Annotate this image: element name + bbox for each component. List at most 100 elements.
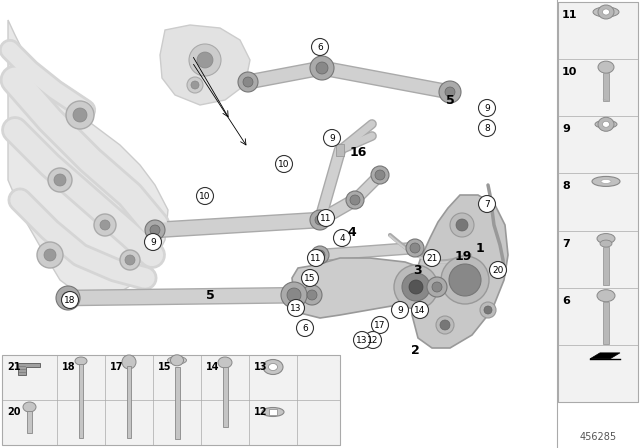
Ellipse shape <box>602 121 609 127</box>
Circle shape <box>436 316 454 334</box>
Circle shape <box>196 188 214 204</box>
Bar <box>2 355 340 445</box>
Circle shape <box>479 99 495 116</box>
Circle shape <box>307 250 324 267</box>
Circle shape <box>315 215 325 225</box>
Circle shape <box>317 210 335 227</box>
Text: 11: 11 <box>310 254 322 263</box>
Polygon shape <box>8 20 168 295</box>
Circle shape <box>406 239 424 257</box>
Polygon shape <box>17 363 40 375</box>
Text: 16: 16 <box>349 146 367 159</box>
Ellipse shape <box>598 5 614 19</box>
Text: 12: 12 <box>367 336 379 345</box>
Circle shape <box>150 225 160 235</box>
Text: 18: 18 <box>62 362 76 372</box>
Circle shape <box>94 214 116 236</box>
Circle shape <box>484 306 492 314</box>
Ellipse shape <box>595 120 617 128</box>
Circle shape <box>371 166 389 184</box>
Circle shape <box>440 320 450 330</box>
Ellipse shape <box>601 180 611 183</box>
Ellipse shape <box>23 402 36 412</box>
Text: 9: 9 <box>397 306 403 314</box>
Circle shape <box>409 280 423 294</box>
Bar <box>603 302 609 344</box>
Circle shape <box>316 62 328 74</box>
Circle shape <box>350 195 360 205</box>
Circle shape <box>371 316 388 333</box>
Bar <box>127 366 131 438</box>
Text: 5: 5 <box>445 94 454 107</box>
Circle shape <box>456 219 468 231</box>
Circle shape <box>365 332 381 349</box>
Circle shape <box>479 195 495 212</box>
Bar <box>269 409 277 415</box>
Ellipse shape <box>598 61 614 73</box>
Ellipse shape <box>269 363 278 370</box>
Text: 7: 7 <box>484 199 490 208</box>
Circle shape <box>191 81 199 89</box>
Polygon shape <box>590 353 620 359</box>
Text: 1: 1 <box>476 241 484 254</box>
Polygon shape <box>160 25 250 105</box>
Circle shape <box>243 77 253 87</box>
Bar <box>603 246 609 284</box>
Text: 20: 20 <box>492 266 504 275</box>
Circle shape <box>450 213 474 237</box>
Circle shape <box>287 300 305 316</box>
Text: 6: 6 <box>562 296 570 306</box>
Circle shape <box>296 319 314 336</box>
Circle shape <box>375 170 385 180</box>
Circle shape <box>145 233 161 250</box>
Circle shape <box>479 120 495 137</box>
Text: 15: 15 <box>158 362 172 372</box>
Text: 4: 4 <box>348 225 356 238</box>
Circle shape <box>145 220 165 240</box>
Text: 18: 18 <box>64 296 76 305</box>
Circle shape <box>61 292 79 309</box>
Circle shape <box>445 87 455 97</box>
Circle shape <box>62 292 74 304</box>
Polygon shape <box>412 195 508 348</box>
Circle shape <box>56 286 80 310</box>
Ellipse shape <box>263 359 283 375</box>
Circle shape <box>37 242 63 268</box>
Circle shape <box>427 277 447 297</box>
Text: 7: 7 <box>562 239 570 249</box>
Circle shape <box>187 77 203 93</box>
Circle shape <box>189 44 221 76</box>
Ellipse shape <box>170 355 184 366</box>
Bar <box>79 364 83 438</box>
Text: 12: 12 <box>254 407 268 417</box>
Circle shape <box>48 168 72 192</box>
Circle shape <box>315 250 325 260</box>
Text: 15: 15 <box>304 273 316 283</box>
Circle shape <box>480 302 496 318</box>
Circle shape <box>197 52 213 68</box>
Text: 21: 21 <box>8 362 21 372</box>
Circle shape <box>310 210 330 230</box>
Text: 10: 10 <box>278 159 290 168</box>
Text: 13: 13 <box>356 336 368 345</box>
Text: 11: 11 <box>320 214 332 223</box>
Circle shape <box>323 129 340 146</box>
Circle shape <box>490 262 506 279</box>
Bar <box>223 367 227 427</box>
Ellipse shape <box>262 408 284 417</box>
Circle shape <box>275 155 292 172</box>
Ellipse shape <box>592 177 620 186</box>
Text: 19: 19 <box>454 250 472 263</box>
Ellipse shape <box>598 117 614 131</box>
Circle shape <box>238 72 258 92</box>
Circle shape <box>281 282 307 308</box>
Ellipse shape <box>597 233 615 244</box>
Circle shape <box>346 191 364 209</box>
Bar <box>603 73 609 101</box>
Circle shape <box>394 265 438 309</box>
Text: 11: 11 <box>562 10 577 20</box>
Circle shape <box>441 256 489 304</box>
Circle shape <box>410 243 420 253</box>
Circle shape <box>412 302 429 319</box>
Text: 4: 4 <box>339 233 345 242</box>
